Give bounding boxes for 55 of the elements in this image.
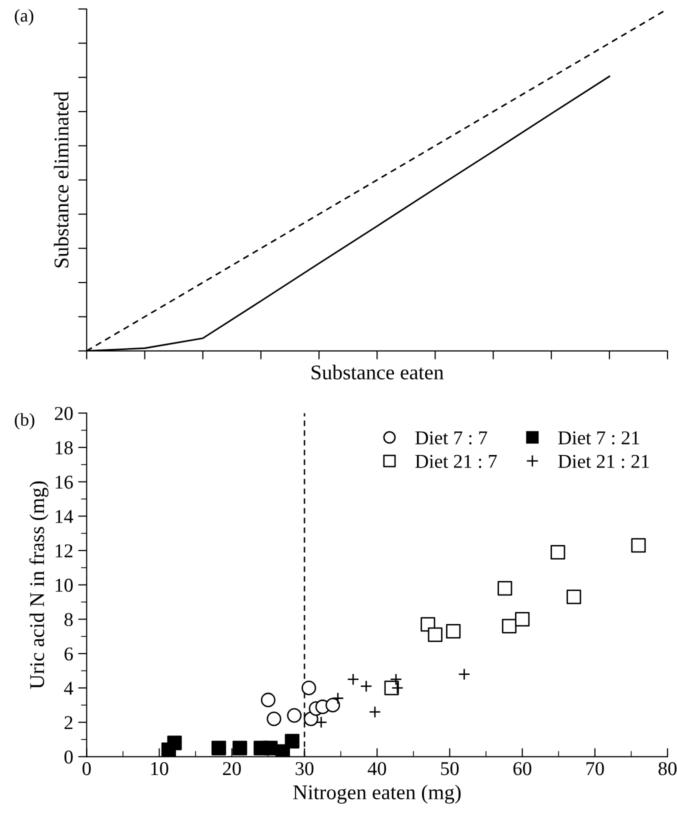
x-tick-label: 10 bbox=[151, 762, 168, 776]
legend-label: Diet 7 : 7 bbox=[415, 431, 488, 444]
y-tick-label: 20 bbox=[54, 406, 73, 420]
x-axis-title: Nitrogen eaten (mg) bbox=[293, 784, 461, 804]
y-tick-label: 0 bbox=[64, 750, 73, 764]
y-tick-label: 18 bbox=[56, 441, 73, 454]
x-tick-label: 0 bbox=[82, 762, 91, 776]
x-tick-label: 20 bbox=[223, 762, 241, 776]
point bbox=[347, 673, 360, 686]
x-tick-label: 50 bbox=[441, 762, 459, 776]
text: (b) bbox=[14, 413, 34, 430]
y-tick-label: 6 bbox=[64, 647, 73, 661]
y-tick-label: 8 bbox=[64, 613, 73, 626]
text: (a) bbox=[14, 9, 34, 26]
y-tick-label: 12 bbox=[56, 544, 72, 558]
y-tick-label: 16 bbox=[56, 476, 73, 489]
x-tick-label: 70 bbox=[586, 762, 604, 776]
point bbox=[212, 740, 226, 756]
y-tick-label: 14 bbox=[56, 510, 74, 523]
point bbox=[368, 706, 381, 718]
point bbox=[566, 590, 582, 604]
x-tick-label: 60 bbox=[513, 762, 532, 776]
legend-label: Diet 7 : 21 bbox=[558, 431, 640, 444]
point bbox=[167, 736, 182, 750]
y-axis-title: Substance eliminated bbox=[54, 91, 69, 268]
point bbox=[446, 624, 461, 639]
point bbox=[360, 680, 372, 692]
point bbox=[428, 627, 442, 642]
point bbox=[390, 673, 402, 686]
legend-label: Diet 21 : 21 bbox=[558, 454, 649, 468]
point bbox=[631, 538, 646, 553]
point bbox=[502, 618, 517, 634]
x-axis-title: Substance eaten bbox=[312, 364, 444, 380]
x-tick-label: 40 bbox=[368, 762, 386, 776]
point bbox=[458, 668, 470, 680]
point bbox=[287, 708, 302, 723]
point bbox=[326, 698, 340, 712]
point bbox=[550, 544, 566, 560]
point bbox=[515, 612, 530, 627]
point bbox=[232, 740, 248, 756]
y-axis-title: Uric acid N in frass (mg) bbox=[29, 481, 48, 689]
point bbox=[391, 682, 404, 694]
point bbox=[266, 712, 282, 726]
x-tick-label: 30 bbox=[296, 762, 314, 776]
x-tick-label: 80 bbox=[658, 762, 677, 776]
point bbox=[315, 716, 328, 728]
y-tick-label: 10 bbox=[56, 578, 73, 592]
legend-label: Diet 21 : 7 bbox=[415, 454, 497, 468]
point bbox=[260, 692, 276, 708]
point bbox=[332, 692, 344, 704]
point bbox=[498, 581, 512, 596]
point bbox=[302, 680, 316, 696]
y-tick-label: 4 bbox=[64, 682, 74, 695]
point bbox=[284, 734, 300, 748]
y-tick-label: 2 bbox=[64, 716, 72, 730]
